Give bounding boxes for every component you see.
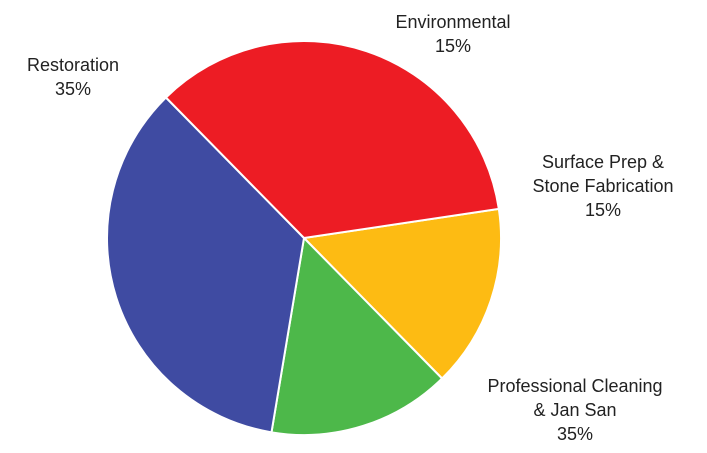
slice-name-label: & Jan San	[533, 400, 616, 420]
slice-name-label: Professional Cleaning	[487, 376, 662, 396]
pie-slice-2	[106, 96, 305, 434]
slice-value-label: 35%	[55, 79, 91, 99]
slice-label-3: Restoration 35%	[27, 55, 119, 99]
slice-label-2: Professional Cleaning & Jan San 35%	[487, 376, 662, 444]
slice-name-label: Surface Prep &	[542, 152, 664, 172]
slice-name-label: Restoration	[27, 55, 119, 75]
pie-slice-1	[270, 237, 444, 436]
pie-slice-0	[303, 207, 502, 380]
slice-label-1: Surface Prep & Stone Fabrication 15%	[532, 152, 673, 220]
slice-value-label: 15%	[585, 200, 621, 220]
pie-slice-3	[164, 40, 500, 239]
slice-value-label: 15%	[435, 36, 471, 56]
slice-label-0: Environmental 15%	[395, 12, 510, 56]
pie-labels: Environmental 15% Surface Prep & Stone Fabr…	[27, 12, 674, 444]
slice-value-label: 35%	[557, 424, 593, 444]
pie-slices	[106, 40, 502, 436]
slice-name-label: Stone Fabrication	[532, 176, 673, 196]
slice-name-label: Environmental	[395, 12, 510, 32]
